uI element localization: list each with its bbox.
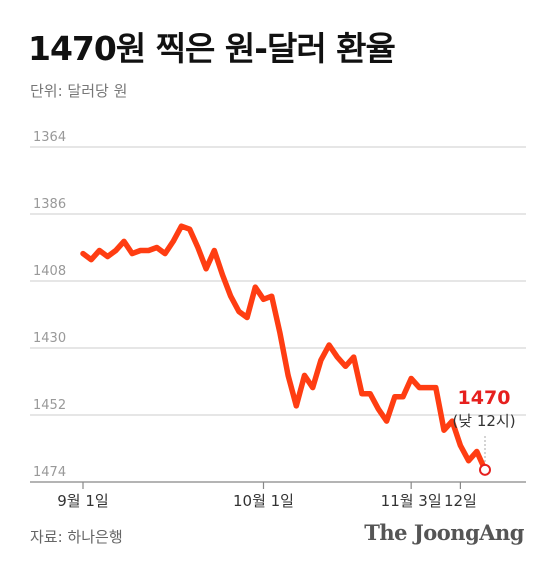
x-tick-label-2: 11월 3일 — [381, 492, 442, 510]
grid-lines — [30, 146, 526, 483]
annotation-group: 1470 (낮 12시) — [452, 387, 516, 476]
y-tick-label-1386: 1386 — [33, 197, 66, 212]
x-tick-label-0: 9월 1일 — [57, 492, 108, 510]
y-axis-labels: 1364 1386 1408 1430 1452 1474 — [33, 130, 66, 480]
series-group — [80, 223, 488, 473]
unit-label: 단위: 달러당 원 — [30, 82, 128, 100]
source-label: 자료: 하나은행 — [30, 528, 123, 546]
y-tick-label-1474: 1474 — [33, 465, 66, 480]
y-tick-label-1430: 1430 — [33, 331, 66, 346]
chart-title: 1470원 찍은 원-달러 환율 — [28, 29, 396, 68]
x-tick-label-3: 12일 — [444, 492, 477, 510]
y-tick-label-1408: 1408 — [33, 264, 66, 279]
brand-logo: The JoongAng — [364, 520, 524, 545]
y-tick-label-1452: 1452 — [33, 398, 66, 413]
x-axis: 9월 1일 10월 1일 11월 3일 12일 — [57, 482, 477, 510]
y-tick-label-1364: 1364 — [33, 130, 66, 145]
series-line — [80, 223, 488, 473]
x-tick-label-1: 10월 1일 — [233, 492, 294, 510]
annotation-note: (낮 12시) — [452, 412, 515, 430]
end-point-marker — [479, 463, 491, 476]
annotation-value: 1470 — [458, 387, 511, 409]
